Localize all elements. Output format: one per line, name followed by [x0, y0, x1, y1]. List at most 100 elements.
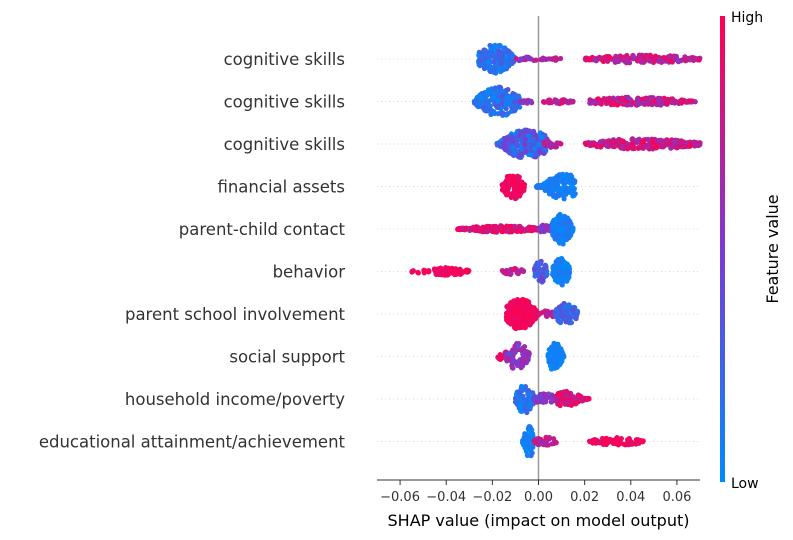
x-tick-label: 0.06: [662, 490, 691, 505]
data-point: [505, 227, 511, 233]
data-point: [562, 231, 569, 237]
data-point: [530, 136, 536, 142]
data-point: [545, 139, 551, 145]
data-point: [504, 304, 510, 310]
data-point: [540, 272, 546, 278]
data-point: [692, 99, 698, 105]
data-point: [479, 101, 485, 107]
data-point: [542, 391, 548, 397]
data-point: [554, 399, 560, 405]
x-tick-label: −0.06: [380, 490, 420, 505]
data-point: [516, 192, 523, 198]
data-point: [533, 438, 539, 444]
data-point: [546, 434, 552, 441]
data-point: [607, 55, 613, 61]
data-point: [536, 397, 542, 403]
data-point: [557, 391, 563, 397]
data-point: [552, 144, 558, 150]
data-point: [559, 282, 565, 288]
data-point: [637, 145, 643, 151]
data-point: [511, 150, 517, 156]
data-point: [528, 443, 534, 449]
data-point: [590, 439, 596, 445]
data-point: [525, 315, 532, 321]
data-point: [510, 305, 516, 311]
data-point: [570, 98, 576, 104]
data-point: [640, 438, 646, 444]
data-point: [608, 141, 614, 148]
data-point: [592, 57, 599, 63]
data-point: [625, 94, 631, 100]
data-point: [595, 96, 601, 102]
beeswarm-points: [409, 42, 703, 459]
data-point: [565, 262, 571, 269]
data-point: [687, 57, 693, 63]
x-ticks: −0.06 −0.04 −0.02 0.00 0.02 0.04 0.06: [380, 480, 691, 505]
data-point: [667, 138, 673, 144]
data-point: [565, 173, 571, 179]
data-point: [568, 232, 574, 238]
data-point: [615, 58, 622, 65]
data-point: [583, 396, 589, 403]
data-point: [490, 95, 497, 101]
data-point: [563, 319, 569, 325]
data-point: [604, 143, 610, 149]
feature-labels: cognitive skills cognitive skills cognitiv…: [39, 50, 346, 452]
data-point: [624, 52, 630, 59]
data-point: [525, 319, 531, 325]
data-point: [550, 227, 556, 233]
feature-label: parent school involvement: [125, 305, 346, 324]
data-point: [550, 264, 556, 270]
data-point: [520, 268, 526, 274]
data-point: [554, 176, 560, 182]
data-point: [503, 58, 509, 64]
data-point: [438, 265, 444, 271]
data-point: [510, 145, 516, 151]
data-point: [478, 94, 484, 101]
data-point: [656, 58, 662, 64]
data-point: [415, 270, 421, 276]
data-point: [570, 228, 576, 234]
data-point: [508, 57, 514, 64]
data-point: [527, 310, 533, 316]
data-point: [641, 56, 648, 62]
data-point: [501, 143, 508, 149]
data-point: [498, 60, 504, 67]
data-point: [621, 441, 627, 447]
data-point: [425, 269, 431, 275]
data-point: [544, 313, 550, 319]
data-point: [598, 55, 604, 61]
data-point: [488, 46, 494, 52]
colorbar-low-label: Low: [731, 476, 759, 492]
data-point: [573, 312, 579, 319]
data-point: [564, 98, 570, 104]
data-point: [512, 223, 518, 229]
data-point: [467, 227, 473, 234]
data-point: [616, 437, 622, 444]
data-point: [493, 70, 499, 76]
data-point: [538, 310, 544, 316]
data-point: [508, 318, 515, 325]
data-point: [687, 142, 693, 148]
data-point: [500, 67, 506, 73]
data-point: [695, 142, 701, 148]
data-point: [563, 220, 569, 226]
data-point: [677, 142, 683, 148]
data-point: [517, 324, 523, 330]
data-point: [602, 440, 608, 446]
data-point: [659, 141, 665, 147]
data-point: [646, 143, 652, 149]
data-point: [500, 268, 506, 274]
data-point: [513, 55, 519, 62]
colorbar-high-label: High: [731, 10, 763, 26]
data-point: [477, 58, 484, 64]
x-tick-label: 0.04: [616, 490, 645, 505]
data-point: [516, 394, 523, 400]
data-point: [452, 271, 458, 278]
data-point: [561, 313, 568, 319]
data-point: [433, 271, 439, 277]
data-point: [500, 110, 506, 116]
data-point: [550, 353, 556, 359]
data-point: [492, 85, 498, 91]
data-point: [551, 343, 557, 349]
